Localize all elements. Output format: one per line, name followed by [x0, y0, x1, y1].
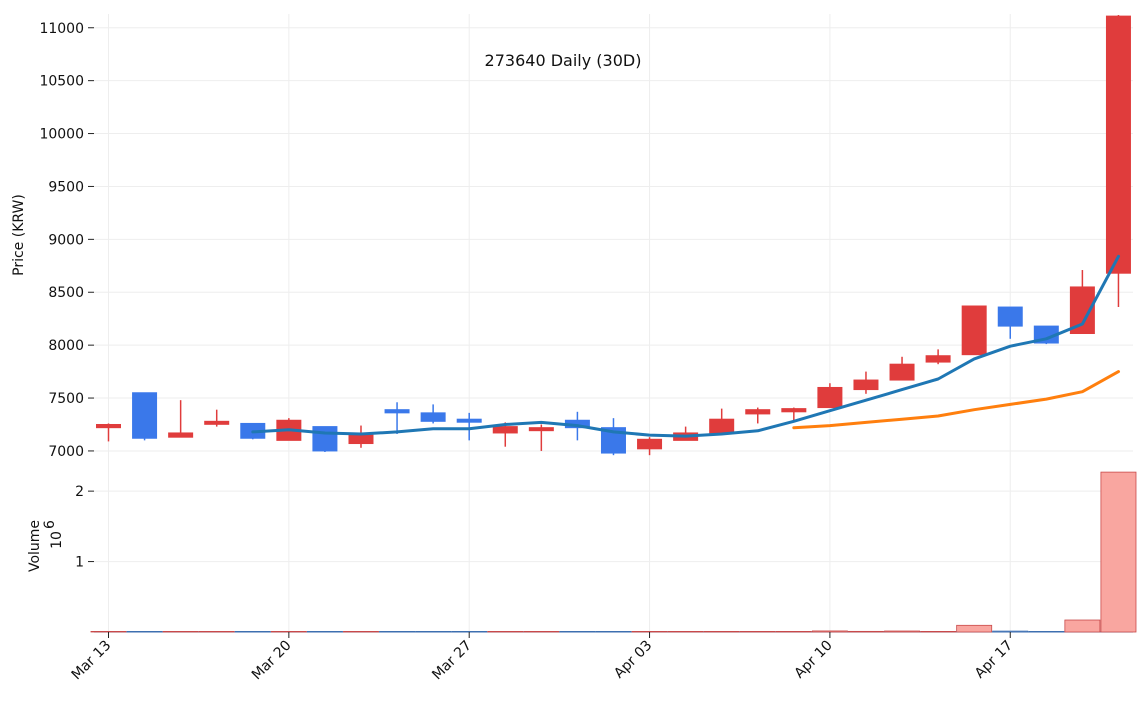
volume-bar — [523, 631, 560, 633]
volume-bar — [775, 631, 812, 633]
price-tick-label: 8000 — [48, 338, 84, 354]
candle-body — [853, 379, 879, 391]
candle-body — [637, 438, 663, 450]
volume-bar — [270, 631, 307, 633]
date-tick-label: Mar 20 — [249, 638, 295, 684]
volume-panel — [90, 471, 1137, 633]
volume-bar — [343, 631, 379, 633]
volume-bar — [739, 631, 776, 633]
volume-bar — [379, 631, 415, 633]
candle-body — [420, 412, 446, 422]
date-tick-label: Apr 17 — [972, 638, 1016, 682]
volume-bar — [667, 631, 704, 633]
candle-body — [312, 426, 338, 452]
date-tick-label: Mar 13 — [69, 638, 115, 684]
candle-body — [709, 418, 735, 434]
candle-body — [204, 420, 230, 425]
volume-bar — [848, 630, 884, 633]
candle-body — [132, 392, 158, 439]
volume-scale-label: 10 6 — [42, 520, 65, 549]
chart-title: 273640 Daily (30D) — [485, 51, 642, 70]
volume-bar — [992, 630, 1029, 633]
volume-axis-label: Volume — [27, 520, 43, 572]
price-tick-label: 8500 — [48, 285, 84, 301]
candle-body — [348, 434, 374, 445]
price-tick-label: 11000 — [39, 21, 84, 37]
price-tick-label: 7500 — [48, 391, 84, 407]
grid-layer — [94, 14, 1133, 632]
candle-body — [96, 423, 121, 429]
volume-bar — [703, 631, 740, 633]
volume-bar — [126, 631, 163, 633]
candle-body — [817, 386, 843, 409]
candle-body — [492, 426, 518, 434]
price-tick-label: 9500 — [48, 179, 84, 195]
volume-bar — [631, 631, 668, 633]
volume-bar — [198, 631, 235, 633]
volume-tick-label: 2 — [75, 484, 84, 500]
volume-bar — [1028, 631, 1065, 633]
price-tick-label: 10000 — [39, 127, 84, 143]
moving-average-short-line — [251, 254, 1120, 438]
volume-scale-base: 10 — [49, 531, 65, 549]
volume-bar — [920, 631, 957, 633]
date-tick-label: Apr 03 — [611, 638, 655, 682]
volume-bar — [595, 631, 632, 633]
volume-bar — [487, 631, 524, 633]
candle-body — [456, 418, 482, 423]
candle-body — [781, 408, 807, 413]
volume-bar — [1100, 471, 1137, 633]
date-tick-label: Apr 10 — [792, 638, 836, 682]
candle-body — [889, 363, 915, 381]
candle-body — [168, 432, 194, 438]
candle-body — [961, 305, 987, 356]
date-tick-label: Mar 27 — [429, 638, 475, 684]
candle-body — [1105, 15, 1131, 274]
candle-body — [745, 409, 771, 415]
volume-bar — [884, 630, 920, 633]
candle-body — [384, 409, 410, 414]
candle-body — [997, 306, 1023, 327]
volume-bar — [1064, 619, 1101, 633]
moving-average-long-line — [792, 370, 1120, 430]
candle-body — [925, 355, 951, 363]
price-tick-label: 7000 — [48, 444, 84, 460]
candle-body — [528, 427, 554, 432]
volume-bar — [956, 624, 993, 633]
price-axis-label: Price (KRW) — [11, 194, 27, 276]
volume-bar — [451, 631, 488, 633]
volume-bar — [306, 631, 343, 633]
volume-bar — [90, 631, 127, 633]
candlestick-series — [96, 15, 1131, 456]
volume-bar — [811, 630, 848, 633]
volume-bar — [559, 631, 596, 633]
volume-scale-exponent: 6 — [42, 520, 58, 529]
axes: 7000 7500 8000 8500 9000 9500 10000 10500 11000 1… — [39, 21, 1016, 684]
volume-bar — [234, 631, 271, 633]
volume-tick-label: 1 — [75, 555, 84, 571]
volume-bar — [415, 631, 452, 633]
volume-bar — [162, 631, 199, 633]
price-tick-label: 9000 — [48, 232, 84, 248]
price-tick-label: 10500 — [39, 74, 84, 90]
moving-average-lines — [251, 254, 1120, 438]
